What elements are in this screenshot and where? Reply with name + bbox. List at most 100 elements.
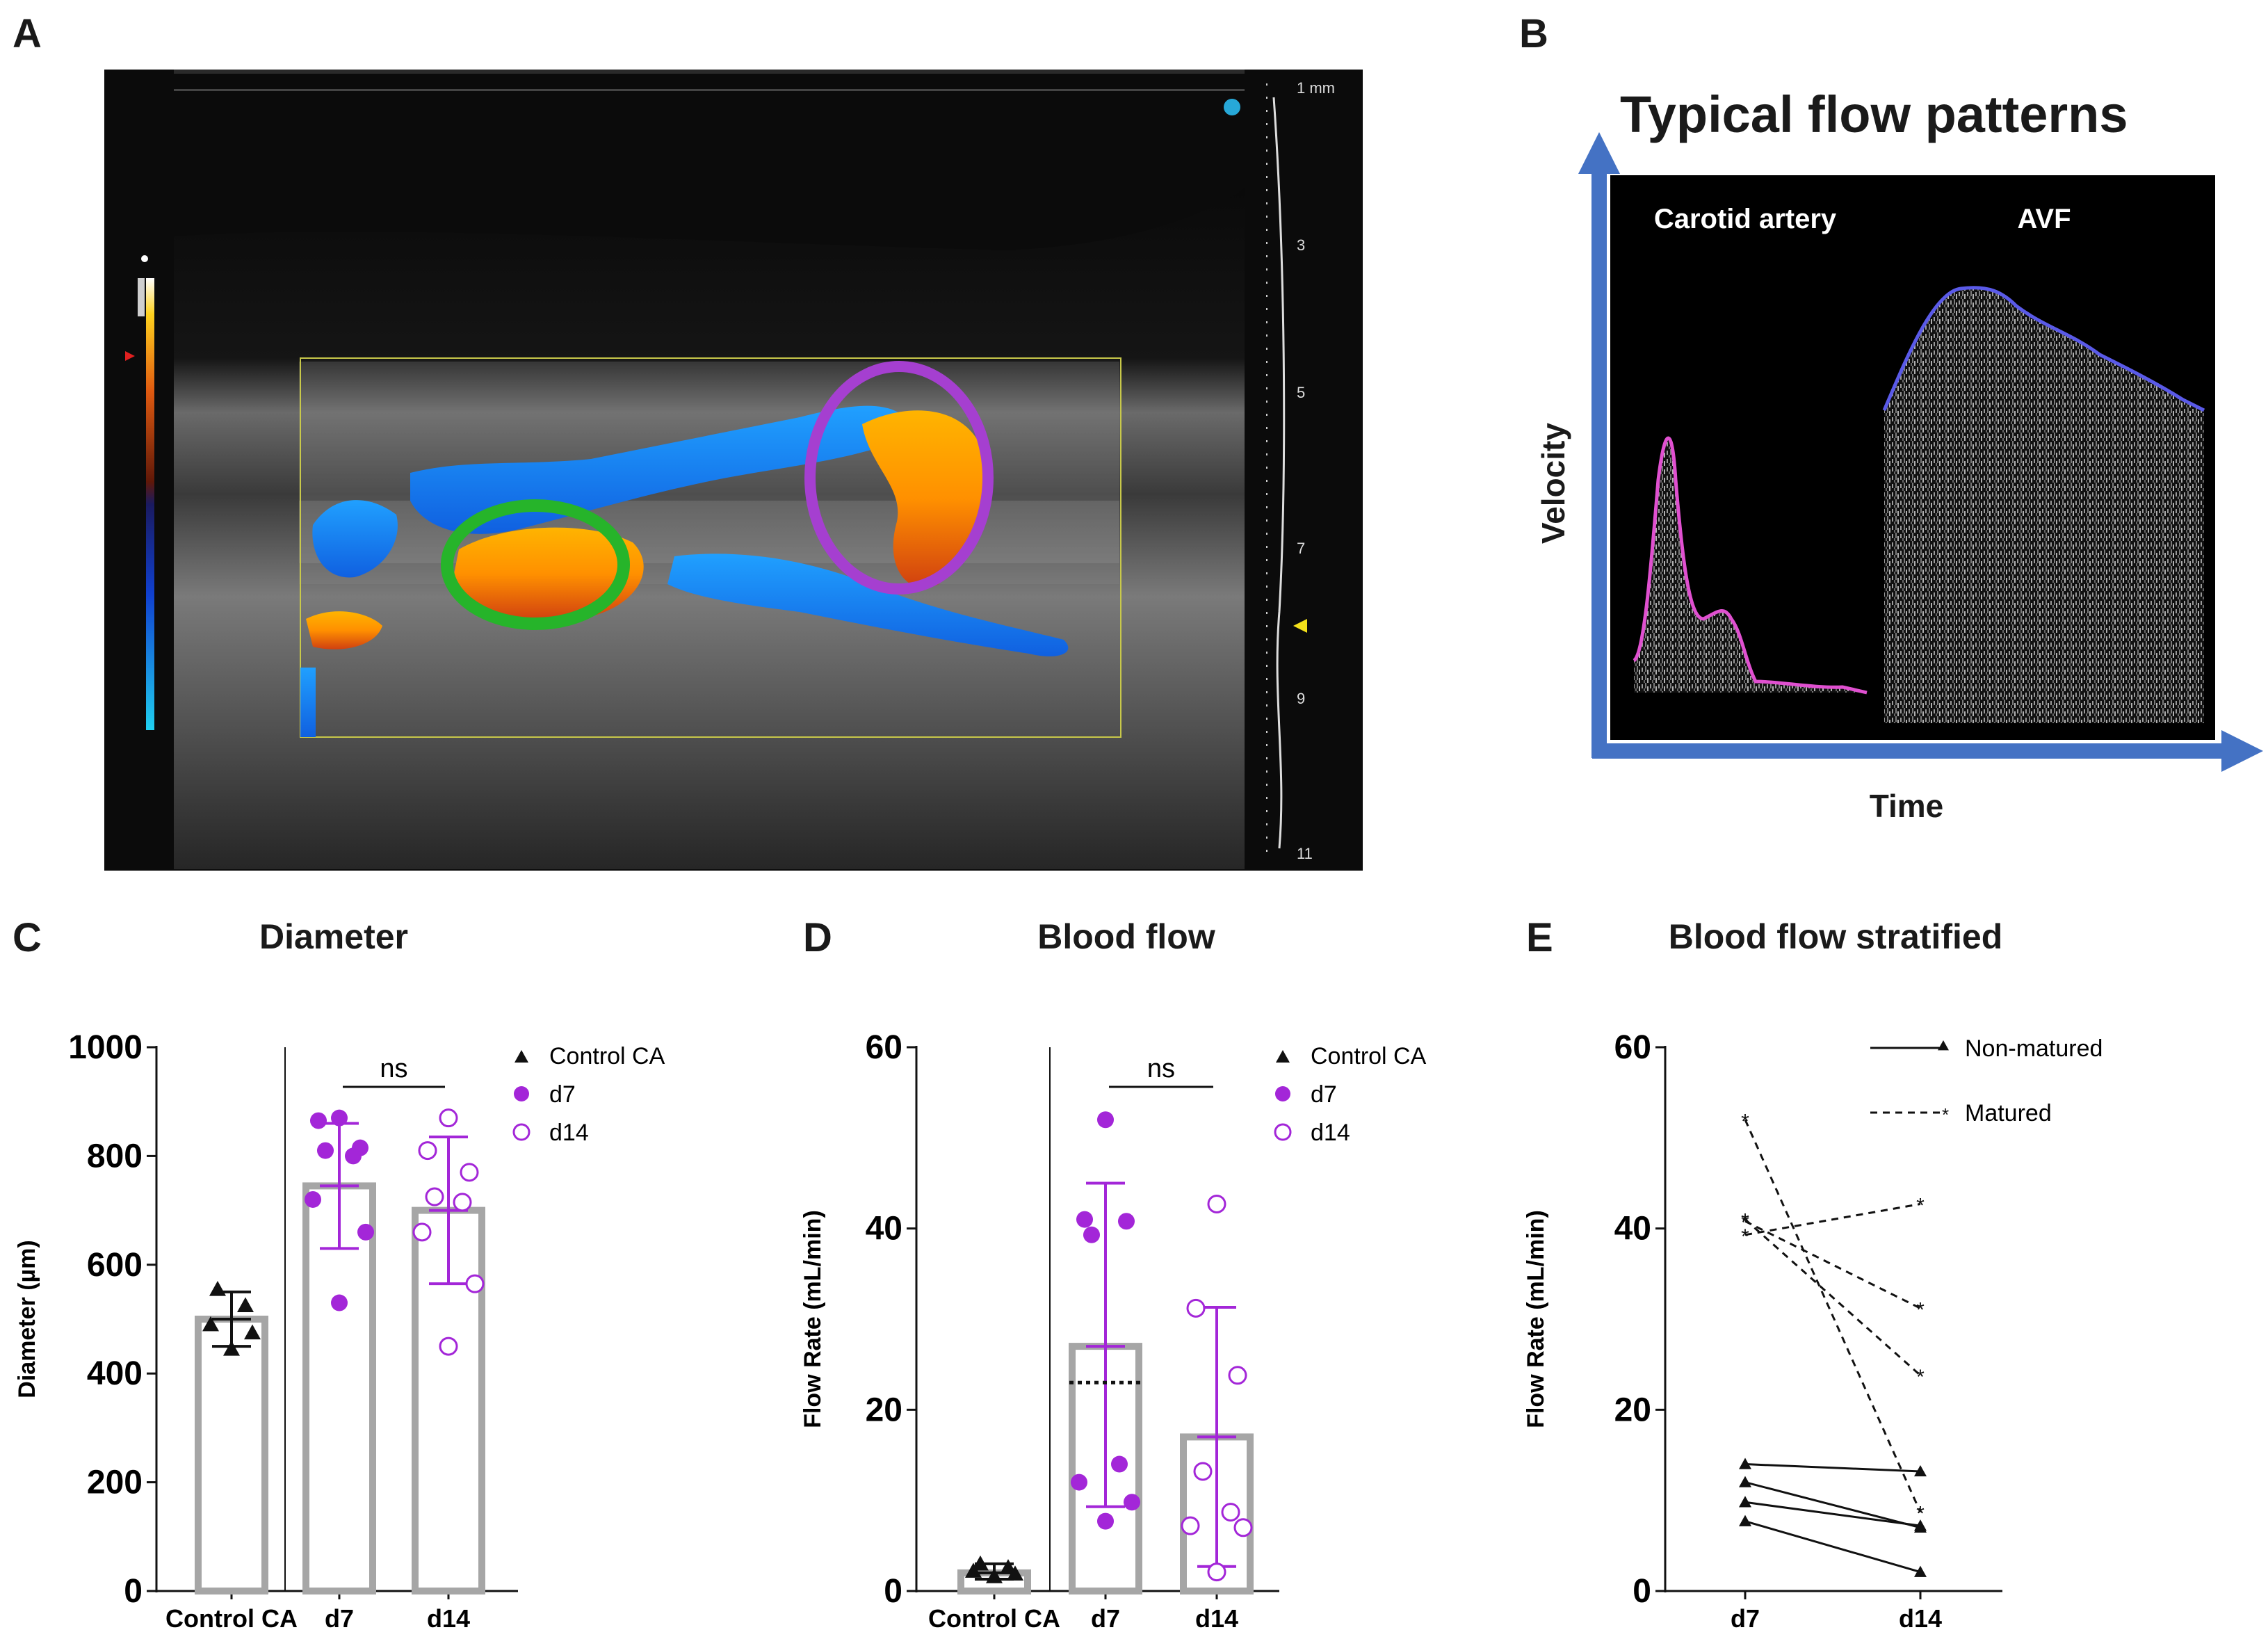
- y-tick-label: 400: [87, 1355, 143, 1392]
- data-point-control: [223, 1341, 240, 1356]
- velocity-label: Velocity: [1535, 423, 1571, 544]
- data-point-d14: [1181, 1516, 1200, 1535]
- data-point-d7: [357, 1223, 374, 1241]
- legend-marker-control: [515, 1050, 528, 1063]
- legend-label-matured: Matured: [1965, 1100, 2052, 1127]
- data-point-d14: [1221, 1503, 1240, 1522]
- y-tick-label: 60: [866, 1029, 902, 1066]
- data-point-control: [1000, 1559, 1016, 1574]
- legend-marker-d7: [1275, 1086, 1290, 1101]
- scale-label-5: 5: [1297, 384, 1305, 401]
- data-point-matured: *: [1916, 1366, 1925, 1389]
- data-point-matured: *: [1916, 1503, 1925, 1526]
- y-tick-label: 20: [1614, 1391, 1651, 1428]
- legend-marker-d7: [514, 1086, 529, 1101]
- data-point-d14: [1207, 1194, 1226, 1213]
- y-tick-label: 0: [884, 1573, 902, 1610]
- data-point-matured: *: [1741, 1110, 1749, 1133]
- data-point-matured: *: [1741, 1211, 1749, 1234]
- data-point-non-matured: [1739, 1476, 1751, 1487]
- panel-letter-b: B: [1519, 11, 1548, 56]
- series-line-non-matured: [1744, 1501, 1921, 1527]
- scale-label-1mm: 1 mm: [1297, 79, 1335, 97]
- panel-b-title: Typical flow patterns: [1620, 86, 2128, 143]
- scale-label-7: 7: [1297, 540, 1305, 557]
- data-point-non-matured: [1914, 1565, 1927, 1577]
- legend-marker-non-matured: [1938, 1040, 1949, 1051]
- y-axis-label: Flow Rate (mL/min): [1523, 1210, 1549, 1428]
- y-tick-label: 1000: [68, 1029, 143, 1066]
- data-point-matured: *: [1741, 1225, 1749, 1248]
- x-tick-label: Control CA: [165, 1604, 298, 1633]
- data-point-d14: [439, 1108, 458, 1128]
- x-tick-label: d7: [1731, 1604, 1760, 1633]
- legend-label-d7: d7: [549, 1081, 576, 1108]
- data-point-d14: [418, 1141, 437, 1161]
- data-point-d7: [1083, 1226, 1100, 1243]
- data-point-control: [202, 1316, 219, 1332]
- carotid-artery-label: Carotid artery: [1654, 204, 1837, 234]
- data-point-control: [972, 1555, 989, 1571]
- data-point-d7: [1111, 1455, 1128, 1473]
- data-point-d14: [412, 1222, 432, 1242]
- data-point-control: [244, 1324, 261, 1340]
- x-tick-label: d14: [1195, 1604, 1238, 1633]
- data-point-d7: [310, 1112, 327, 1129]
- panel-d-title: Blood flow: [1037, 917, 1215, 956]
- data-point-d7: [1097, 1512, 1114, 1530]
- data-point-non-matured: [1914, 1464, 1927, 1477]
- data-point-d7: [1124, 1494, 1140, 1511]
- data-point-non-matured: [1739, 1515, 1751, 1526]
- x-tick-label: Control CA: [928, 1604, 1060, 1633]
- y-tick-label: 200: [87, 1464, 143, 1501]
- data-point-d14: [465, 1274, 485, 1293]
- legend-label-control: Control CA: [549, 1043, 665, 1069]
- data-point-d7: [1097, 1111, 1114, 1129]
- x-tick-label: d7: [325, 1604, 354, 1633]
- data-point-d7: [331, 1109, 348, 1127]
- significance-label: ns: [1147, 1054, 1175, 1083]
- panel-letter-e: E: [1526, 915, 1553, 960]
- legend-label-d14: d14: [549, 1120, 589, 1146]
- data-point-d7: [331, 1294, 348, 1311]
- time-label: Time: [1870, 788, 1944, 824]
- doppler-ultrasound-image: 1 mm 3 5 7 9 11: [104, 70, 1363, 871]
- avf-label: AVF: [2017, 204, 2071, 234]
- data-point-matured: *: [1916, 1298, 1925, 1321]
- legend-marker-d14: [512, 1123, 530, 1141]
- panel-letter-c: C: [13, 915, 42, 960]
- series-line-matured: [1744, 1202, 1921, 1236]
- panel-c-title: Diameter: [259, 917, 408, 956]
- blood-flow-chart: 0 20 40 60 Flow Rate (mL/min) Control CA d7 d14…: [800, 1029, 1427, 1633]
- legend-label-non-matured: Non-matured: [1965, 1035, 2103, 1062]
- data-point-control: [237, 1297, 254, 1313]
- data-point-d7: [1076, 1211, 1093, 1228]
- panel-e-title: Blood flow stratified: [1668, 917, 2003, 956]
- legend-marker-d14: [1274, 1123, 1292, 1141]
- data-point-control: [965, 1563, 982, 1578]
- data-point-control: [986, 1568, 1003, 1583]
- data-point-non-matured: [1739, 1496, 1751, 1508]
- data-point-d7: [345, 1147, 362, 1165]
- legend-label-d14: d14: [1311, 1120, 1350, 1146]
- y-tick-label: 40: [1614, 1211, 1651, 1248]
- y-tick-label: 60: [1614, 1029, 1651, 1066]
- x-tick-label: d14: [1899, 1604, 1942, 1633]
- scale-label-9: 9: [1297, 690, 1305, 707]
- y-tick-label: 0: [124, 1573, 143, 1610]
- bar-control-ca: [195, 1316, 268, 1594]
- series-line-matured: [1744, 1119, 1922, 1513]
- data-point-d14: [439, 1337, 458, 1356]
- y-tick-label: 600: [87, 1247, 143, 1284]
- data-point-d7: [1118, 1213, 1135, 1230]
- data-point-d14: [1228, 1366, 1247, 1385]
- diameter-chart: 0 200 400 600 800 1000 Diameter (µm) Control CA…: [14, 1029, 665, 1633]
- data-point-d14: [460, 1163, 479, 1182]
- significance-label: ns: [380, 1054, 407, 1083]
- data-point-d14: [1186, 1298, 1206, 1318]
- panel-letter-d: D: [803, 915, 832, 960]
- x-tick-label: d7: [1091, 1604, 1120, 1633]
- data-point-d14: [453, 1193, 472, 1212]
- y-tick-label: 0: [1633, 1573, 1651, 1610]
